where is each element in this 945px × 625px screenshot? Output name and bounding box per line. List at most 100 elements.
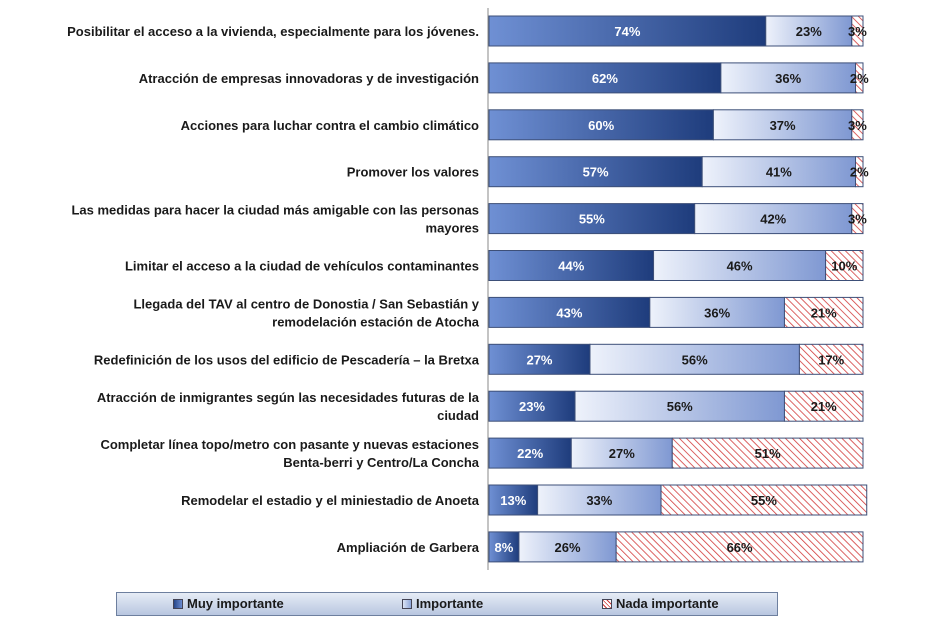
data-label-muy-importante: 22% [517, 446, 543, 461]
category-label: Remodelar el estadio y el miniestadio de… [181, 493, 480, 508]
data-label-importante: 42% [760, 212, 786, 227]
legend-item-nada-importante: Nada importante [602, 596, 719, 611]
category-label-line: Acciones para luchar contra el cambio cl… [181, 118, 479, 133]
category-label: Completar línea topo/metro con pasante y… [100, 437, 479, 470]
category-label-line: Posibilitar el acceso a la vivienda, esp… [67, 24, 479, 39]
bar-segment-muy-importante [488, 156, 703, 188]
bar-segment-muy-importante [488, 296, 651, 328]
data-label-muy-importante: 43% [556, 305, 582, 320]
bar-segment-importante [694, 203, 853, 235]
category-label-line: Las medidas para hacer la ciudad más ami… [71, 203, 479, 218]
category-label-line: remodelación estación de Atocha [272, 314, 480, 329]
legend-swatch-nada-importante [602, 598, 612, 609]
category-label: Posibilitar el acceso a la vivienda, esp… [67, 24, 479, 39]
bar-segment-importante [712, 109, 853, 141]
data-label-importante: 56% [682, 352, 708, 367]
bar-segment-nada-importante [660, 484, 868, 516]
data-label-importante: 56% [667, 399, 693, 414]
data-label-nada-importante: 3% [848, 118, 867, 133]
bar-segment-nada-importante [783, 390, 864, 422]
data-label-importante: 46% [727, 259, 753, 274]
bar-segment-muy-importante [488, 531, 520, 563]
bar-segment-muy-importante [488, 390, 576, 422]
data-label-importante: 36% [775, 71, 801, 86]
data-label-muy-importante: 62% [592, 71, 618, 86]
data-label-importante: 27% [609, 446, 635, 461]
category-label-line: ciudad [437, 408, 479, 423]
legend-label: Muy importante [187, 596, 284, 611]
legend-item-muy-importante: Muy importante [173, 596, 284, 611]
category-label-line: Completar línea topo/metro con pasante y… [100, 437, 479, 452]
data-label-muy-importante: 13% [500, 493, 526, 508]
category-label-line: Benta-berri y Centro/La Concha [283, 455, 480, 470]
category-label: Llegada del TAV al centro de Donostia / … [133, 296, 479, 329]
data-label-nada-importante: 3% [848, 212, 867, 227]
bar-segment-importante [574, 390, 785, 422]
category-label-line: Atracción de inmigrantes según las neces… [97, 390, 480, 405]
data-label-nada-importante: 17% [818, 352, 844, 367]
category-label-line: Redefinición de los usos del edificio de… [94, 352, 480, 367]
category-label-line: Ampliación de Garbera [337, 540, 480, 555]
legend-swatch-muy-importante [173, 598, 183, 609]
data-label-muy-importante: 60% [588, 118, 614, 133]
bar-segment-nada-importante [851, 203, 864, 235]
bar-segment-importante [649, 296, 785, 328]
category-label: Atracción de empresas innovadoras y de i… [139, 71, 479, 86]
bar-segment-importante [765, 15, 853, 47]
data-label-importante: 36% [704, 305, 730, 320]
legend-label: Nada importante [616, 596, 719, 611]
data-label-muy-importante: 55% [579, 212, 605, 227]
legend-item-importante: Importante [402, 596, 483, 611]
category-label: Las medidas para hacer la ciudad más ami… [71, 203, 479, 236]
data-label-importante: 33% [586, 493, 612, 508]
bar-segment-nada-importante [825, 250, 864, 281]
category-label-line: Remodelar el estadio y el miniestadio de… [181, 493, 480, 508]
bar-segment-muy-importante [488, 437, 572, 469]
data-label-muy-importante: 44% [558, 259, 584, 274]
data-label-muy-importante: 8% [495, 540, 514, 555]
category-labels: Posibilitar el acceso a la vivienda, esp… [67, 24, 480, 555]
data-label-nada-importante: 2% [850, 71, 869, 86]
category-label: Ampliación de Garbera [337, 540, 480, 555]
bar-segment-muy-importante [488, 109, 714, 141]
data-label-importante: 41% [766, 165, 792, 180]
data-label-nada-importante: 51% [755, 446, 781, 461]
data-label-muy-importante: 27% [526, 352, 552, 367]
bar-segment-nada-importante [855, 156, 864, 188]
category-label: Atracción de inmigrantes según las neces… [97, 390, 480, 423]
bar-segment-nada-importante [671, 437, 864, 469]
bar-segment-importante [537, 484, 662, 516]
data-label-nada-importante: 21% [811, 399, 837, 414]
bar-segment-importante [570, 437, 673, 469]
data-label-importante: 26% [555, 540, 581, 555]
bar-segment-nada-importante [615, 531, 864, 563]
category-label-line: Llegada del TAV al centro de Donostia / … [133, 296, 479, 311]
bar-segment-nada-importante [783, 296, 864, 328]
legend-label: Importante [416, 596, 484, 611]
data-label-nada-importante: 21% [811, 305, 837, 320]
legend-swatch-importante [402, 598, 412, 609]
bar-segment-importante [589, 343, 800, 375]
category-label: Promover los valores [347, 165, 479, 180]
category-label-line: Limitar el acceso a la ciudad de vehícul… [125, 259, 479, 274]
data-label-importante: 37% [770, 118, 796, 133]
bar-segment-importante [701, 156, 857, 188]
legend: Muy importante Importante Nada important… [116, 592, 778, 616]
bar-segment-nada-importante [851, 15, 864, 47]
data-label-muy-importante: 74% [614, 24, 640, 39]
data-label-nada-importante: 3% [848, 24, 867, 39]
bar-segment-importante [653, 250, 827, 281]
data-label-nada-importante: 10% [831, 259, 857, 274]
bar-segment-importante [720, 62, 857, 94]
bar-segment-muy-importante [488, 484, 539, 516]
data-label-nada-importante: 66% [727, 540, 753, 555]
bar-segment-nada-importante [851, 109, 864, 141]
category-label: Limitar el acceso a la ciudad de vehícul… [125, 259, 479, 274]
category-label: Redefinición de los usos del edificio de… [94, 352, 480, 367]
category-label: Acciones para luchar contra el cambio cl… [181, 118, 479, 133]
bar-segment-muy-importante [488, 343, 591, 375]
data-label-muy-importante: 57% [583, 165, 609, 180]
bar-segment-muy-importante [488, 62, 722, 94]
